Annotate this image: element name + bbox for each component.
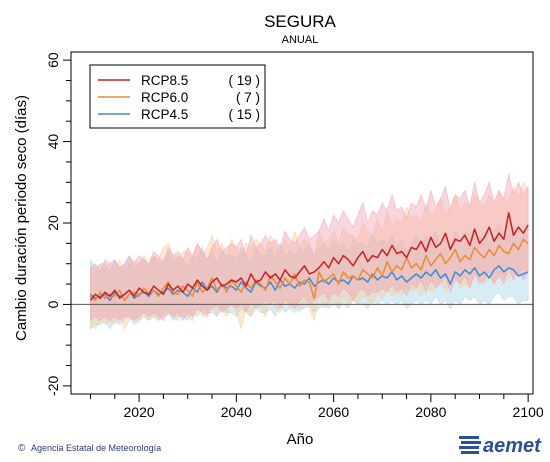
x-axis-label: Año — [287, 431, 314, 448]
y-tick-label: 20 — [45, 215, 61, 231]
copyright-icon: © — [18, 443, 26, 454]
aemet-logo-mark-icon — [459, 436, 481, 454]
y-axis: -20 0 20 40 60 — [45, 52, 71, 396]
legend-count-rcp60: ( 7 ) — [236, 90, 260, 105]
agency-credit: © Agencia Estatal de Meteorología — [18, 443, 161, 454]
y-tick-label: 40 — [45, 134, 61, 150]
chart-subtitle: ANUAL — [282, 34, 319, 46]
legend-count-rcp85: ( 19 ) — [228, 73, 260, 88]
y-tick-label: 0 — [45, 300, 61, 308]
x-tick-label: 2020 — [124, 404, 155, 420]
x-axis: 2020 2040 2060 2080 2100 — [89, 394, 544, 420]
y-tick-label: -20 — [45, 376, 61, 396]
aemet-logo: aemet — [459, 435, 542, 457]
x-tick-label: 2100 — [513, 404, 544, 420]
series-line-rcp45 — [90, 265, 529, 302]
chart-title: SEGURA — [264, 12, 336, 31]
series-lines — [89, 212, 529, 302]
legend-label-rcp45: RCP4.5 — [141, 107, 188, 122]
series-line-rcp60 — [90, 238, 529, 302]
aemet-brand-text: aemet — [483, 435, 542, 457]
legend-label-rcp85: RCP8.5 — [141, 73, 188, 88]
agency-credit-text: Agencia Estatal de Meteorología — [31, 443, 161, 453]
x-tick-label: 2040 — [221, 404, 252, 420]
x-tick-label: 2060 — [318, 404, 349, 420]
legend-label-rcp60: RCP6.0 — [141, 90, 188, 105]
band-rcp45 — [90, 222, 529, 330]
x-tick-label: 2080 — [415, 404, 446, 420]
y-tick-label: 60 — [45, 52, 61, 68]
series-line-rcp85 — [89, 212, 529, 301]
y-axis-label: Cambio duración periodo seco (días) — [13, 95, 30, 341]
uncertainty-bands — [90, 174, 529, 330]
legend: RCP8.5 ( 19 ) RCP6.0 ( 7 ) RCP4.5 ( 15 ) — [89, 64, 266, 129]
legend-count-rcp45: ( 15 ) — [228, 107, 260, 122]
